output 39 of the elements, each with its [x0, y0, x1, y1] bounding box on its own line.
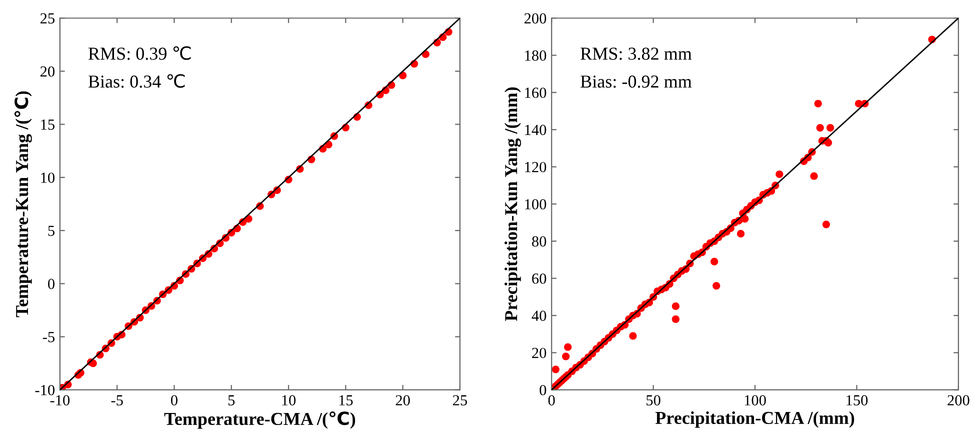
y-tick-label: 20: [40, 66, 55, 77]
y-tick-label: 60: [532, 273, 546, 284]
y-tick-label: 180: [525, 50, 546, 61]
annotation: Bias: -0.92 mm: [580, 76, 692, 88]
x-tick-label: 25: [452, 395, 467, 406]
y-tick-label: 20: [532, 348, 546, 358]
x-tick-label: 5: [228, 395, 235, 406]
y-tick-label: 160: [525, 88, 546, 98]
y-tick-label: 25: [40, 13, 54, 24]
x-tick-label: 100: [744, 395, 766, 406]
y-tick-label: -10: [35, 384, 55, 396]
annotation: RMS: 0.39 ℃: [88, 46, 191, 60]
y-tick-label: 80: [532, 236, 546, 247]
x-tick-label: 10: [282, 395, 296, 406]
y-tick-label: 140: [525, 124, 546, 136]
x-axis-title: Temperature-CMA /(℃): [164, 411, 356, 429]
y-tick-label: 0: [540, 384, 546, 396]
y-tick-label: 40: [532, 310, 546, 321]
annotation: RMS: 3.82 mm: [580, 48, 692, 60]
x-tick-label: 0: [171, 395, 178, 406]
y-tick-label: -5: [42, 332, 54, 342]
x-tick-label: 20: [396, 395, 410, 406]
y-tick-label: 100: [525, 199, 546, 210]
x-tick-label: 50: [646, 395, 660, 406]
y-tick-label: 5: [48, 226, 54, 236]
y-tick-label: 120: [525, 162, 546, 172]
x-axis-title: Precipitation-CMA /(mm): [655, 411, 854, 428]
x-tick-label: -5: [111, 395, 123, 406]
x-tick-label: 150: [846, 395, 868, 406]
y-axis-title: Temperature-Kun Yang /(℃): [14, 91, 32, 318]
y-tick-label: 200: [524, 13, 546, 24]
x-tick-label: 15: [339, 395, 353, 406]
y-axis-title: Precipitation-Kun Yang /(mm): [504, 87, 522, 322]
x-tick-label: 200: [948, 395, 970, 406]
y-tick-label: 15: [41, 120, 54, 130]
y-tick-label: 10: [41, 172, 55, 183]
annotation: Bias: 0.34 ℃: [88, 74, 185, 88]
y-tick-label: 0: [48, 278, 55, 290]
x-tick-label: 0: [548, 395, 555, 406]
